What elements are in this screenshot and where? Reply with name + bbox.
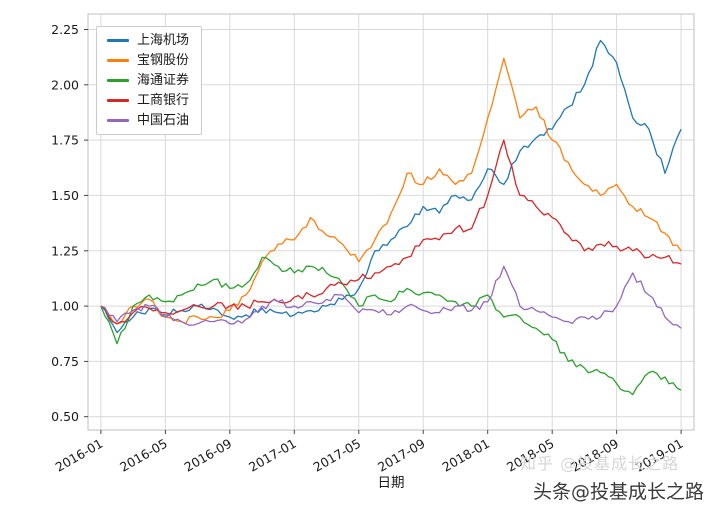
- plot-frame: [87, 13, 695, 431]
- legend-label: 宝钢股份: [137, 53, 190, 68]
- legend-item: 工商银行: [107, 94, 189, 107]
- y-tick-label: 1.75: [51, 133, 79, 148]
- legend-line-swatch: [107, 39, 129, 42]
- y-tick-label: 1.25: [51, 243, 79, 258]
- legend-label: 工商银行: [137, 93, 190, 108]
- series-line-宝钢股份: [100, 57, 682, 325]
- legend-item: 宝钢股份: [107, 54, 189, 67]
- series-line-海通证券: [100, 256, 682, 396]
- x-tick-label: 2017-01: [246, 436, 299, 475]
- y-tick-label: 1.00: [51, 299, 79, 314]
- y-tick-label: 1.50: [51, 188, 79, 203]
- legend-label: 中国石油: [137, 113, 190, 128]
- x-tick-label: 2017-05: [311, 436, 364, 475]
- legend-line-swatch: [107, 119, 129, 122]
- series-line-中国石油: [100, 265, 682, 329]
- legend-line-swatch: [107, 79, 129, 82]
- watermark-toutiao: 头条@投基成长之路: [533, 481, 705, 503]
- legend-line-swatch: [107, 59, 129, 62]
- x-tick-label: 2016-09: [182, 436, 235, 475]
- y-tick-label: 0.75: [51, 354, 79, 369]
- y-tick-label: 2.00: [51, 77, 79, 92]
- x-axis-title: 日期: [377, 475, 405, 491]
- legend-label: 海通证券: [137, 73, 190, 88]
- legend-item: 上海机场: [107, 34, 189, 47]
- legend-item: 中国石油: [107, 114, 189, 127]
- x-tick-label: 2017-09: [375, 436, 428, 475]
- x-tick-label: 2018-01: [439, 436, 492, 475]
- y-tick-label: 2.25: [51, 22, 79, 37]
- x-tick-label: 2016-05: [117, 436, 170, 475]
- x-tick-label: 2016-01: [53, 436, 106, 475]
- series-line-工商银行: [100, 139, 682, 325]
- legend-line-swatch: [107, 99, 129, 102]
- y-tick-label: 0.50: [51, 409, 79, 424]
- legend-label: 上海机场: [137, 33, 190, 48]
- legend: 上海机场宝钢股份海通证券工商银行中国石油: [96, 26, 203, 135]
- legend-item: 海通证券: [107, 74, 189, 87]
- watermark-zhihu: 知乎 @投基成长之路: [520, 454, 680, 473]
